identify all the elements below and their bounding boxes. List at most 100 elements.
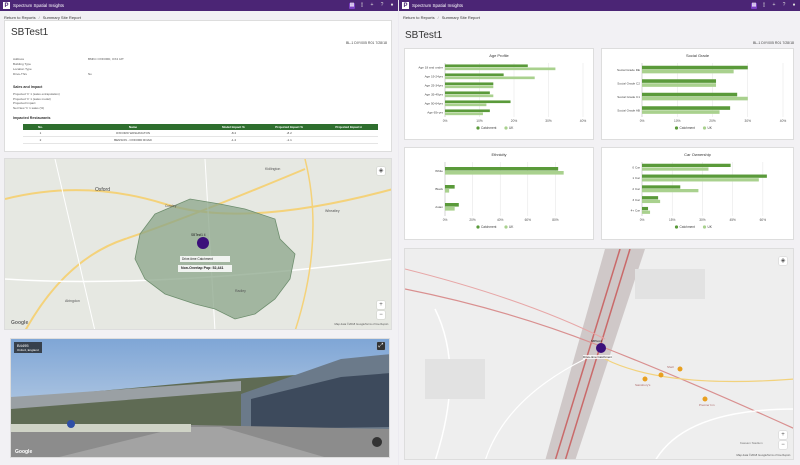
bar <box>642 185 681 189</box>
street-view-panel[interactable]: B4495 Oxford, England ⤢ Google <box>10 338 390 458</box>
plus-icon[interactable]: + <box>370 2 374 8</box>
poi-marker-icon[interactable] <box>702 396 708 402</box>
field-label: Building Type <box>13 62 31 66</box>
category-label: Social Grade C2 <box>617 81 640 85</box>
bookmark-icon[interactable]: ▯ <box>762 2 766 8</box>
bar <box>445 82 494 86</box>
place-label: Kidlington <box>265 167 281 171</box>
zoom-out-button[interactable]: − <box>779 441 787 449</box>
legend-swatch-uk <box>504 126 508 130</box>
poi-marker-icon[interactable] <box>642 376 648 382</box>
bar <box>445 203 459 207</box>
tick-label: 60% <box>760 218 767 222</box>
tick-label: 0% <box>640 218 645 222</box>
bar <box>642 96 748 101</box>
site-marker-icon[interactable] <box>197 237 209 249</box>
map-terms-link[interactable]: Terms of Use Report a map error <box>767 454 791 457</box>
sales-line: Net New Yr 1 sales (%) <box>13 105 45 110</box>
chart-card-social: Social Grade 0% 10% 20% 30% 40% Social Grade … <box>601 48 794 140</box>
tick-label: 0% <box>443 119 448 123</box>
layers-icon[interactable]: ◈ <box>377 167 385 175</box>
app-switch-icon[interactable]: ▦ <box>751 2 757 9</box>
tick-label: 20% <box>469 218 476 222</box>
legend-swatch-uk <box>702 225 707 229</box>
plus-icon[interactable]: + <box>772 2 776 8</box>
street-view-sub: Oxford, England <box>17 348 39 352</box>
category-label: 4+ Car <box>631 209 640 213</box>
legend-swatch-uk <box>702 126 707 130</box>
layers-icon[interactable]: ◈ <box>779 257 787 265</box>
bar <box>445 94 494 98</box>
fullscreen-icon[interactable]: ⤢ <box>377 342 385 350</box>
tick-label: 80% <box>552 218 559 222</box>
bar <box>445 185 455 189</box>
report-ref: BL-1 DIY/005 R01 7/28/18 <box>345 41 387 45</box>
sales-lines: Projected Yr 1 (sales extrapolation) Pro… <box>13 92 60 110</box>
map-terms-link[interactable]: Terms of Use Report a map error <box>365 323 389 326</box>
bar <box>445 112 483 116</box>
site-map[interactable]: SBTest1 Drive-time Catchment Sainsbury's… <box>404 248 794 460</box>
legend-label: Catchment <box>680 225 696 229</box>
catchment-label: Drive-time Catchment <box>583 355 613 359</box>
category-label: Black <box>435 187 443 191</box>
zoom-in-button[interactable]: + <box>779 431 787 439</box>
bar <box>445 207 455 211</box>
bar <box>445 171 564 175</box>
field-value: No <box>88 72 92 76</box>
bar <box>445 103 487 107</box>
bar <box>445 73 504 77</box>
legend-label: Catchment <box>481 126 497 130</box>
bar <box>642 210 651 214</box>
google-logo: Google <box>15 449 33 455</box>
bar <box>642 106 731 110</box>
help-icon[interactable]: ? <box>380 2 384 8</box>
poi-marker-icon[interactable] <box>658 372 664 378</box>
catchment-map[interactable]: Oxford Kidlington Wheatley Cowley Abingd… <box>4 158 392 330</box>
category-label: Age 50-64yrs <box>425 102 444 106</box>
bar <box>445 76 535 80</box>
breadcrumb-separator: / <box>437 15 439 20</box>
poi-marker-icon[interactable] <box>677 366 683 372</box>
catchment-label: Drive-time Catchment <box>182 257 213 261</box>
bar <box>445 67 556 71</box>
tick-label: 20% <box>709 119 716 123</box>
sales-line: Projected Yr 1 (sales model) <box>13 96 51 101</box>
compass-icon[interactable] <box>372 437 382 447</box>
table-cell: -1.4 <box>208 136 259 144</box>
legend-swatch-catchment <box>674 126 679 130</box>
user-icon[interactable]: ● <box>792 2 796 8</box>
site-label: SBTest1 4 <box>191 233 206 237</box>
tick-label: 60% <box>525 218 532 222</box>
bar <box>642 110 720 114</box>
user-icon[interactable]: ● <box>390 2 394 8</box>
site-marker-icon[interactable] <box>596 343 606 353</box>
return-to-reports-link[interactable]: Return to Reports <box>403 15 435 20</box>
chart-card-car: Car Ownership 0% 15% 30% 45% 60% 0 Car 1 Car 2 … <box>601 147 794 240</box>
app-switch-icon[interactable]: ▦ <box>349 2 355 9</box>
return-to-reports-link[interactable]: Return to Reports <box>4 15 36 20</box>
category-label: Asian <box>435 205 443 209</box>
table-cell <box>319 130 378 137</box>
place-label: Premier Inn <box>699 403 715 407</box>
table-cell: BENSON - OXFORD ROAD <box>58 136 208 144</box>
chart-card-ethnicity: Ethnicity 0% 20% 40% 60% 80% White Black Asian C… <box>404 147 594 240</box>
bar <box>445 189 450 193</box>
impacted-section-heading: Impacted Restaurants <box>13 116 51 120</box>
app-name: Spectrum Spatial Insights <box>13 3 65 8</box>
tick-label: 0% <box>443 218 448 222</box>
help-icon[interactable]: ? <box>782 2 786 8</box>
category-label: White <box>435 169 443 173</box>
table-row: 2 BENSON - OXFORD ROAD -1.4 -1.1 <box>23 136 378 144</box>
tick-label: 10% <box>476 119 483 123</box>
column-header: No. <box>23 124 58 130</box>
app-logo-icon: P <box>402 2 409 9</box>
breadcrumb-current: Summary Site Report <box>42 15 81 20</box>
bar <box>642 189 699 193</box>
zoom-out-button[interactable]: − <box>377 311 385 319</box>
zoom-in-button[interactable]: + <box>377 301 385 309</box>
title-bar: P Spectrum Spatial Insights ▦ ▯ + ? ● <box>399 0 800 11</box>
category-label: Social Grade DE <box>617 68 640 72</box>
bookmark-icon[interactable]: ▯ <box>360 2 364 8</box>
tick-label: 45% <box>729 218 736 222</box>
title-bar: P Spectrum Spatial Insights ▦ ▯ + ? ● <box>0 0 398 11</box>
